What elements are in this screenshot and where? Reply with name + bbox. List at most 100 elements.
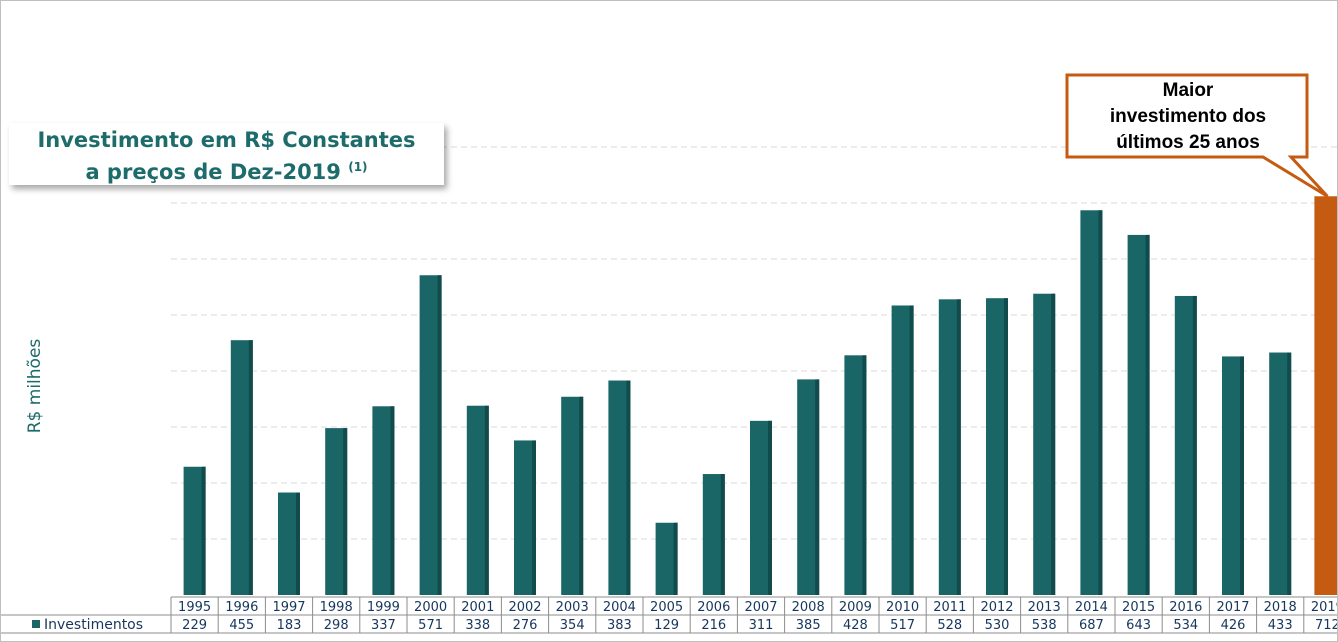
- x-tick-label: 2018: [1264, 600, 1297, 615]
- data-label: 311: [749, 618, 774, 633]
- bar-shade-2018: [1287, 352, 1292, 595]
- data-label: 276: [513, 618, 538, 633]
- bar-2006: [702, 474, 725, 595]
- bar-shade-2014: [1098, 210, 1103, 595]
- data-label: 383: [607, 618, 632, 633]
- callout-line-2: investimento dos: [1109, 106, 1267, 127]
- x-tick-label: 2017: [1216, 600, 1249, 615]
- bar-2009: [844, 355, 867, 595]
- bar-2001: [466, 405, 489, 595]
- x-tick-label: 2014: [1075, 600, 1108, 615]
- bar-2013: [1033, 293, 1056, 595]
- data-label: 354: [560, 618, 585, 633]
- bar-shade-2007: [768, 420, 772, 595]
- x-tick-label: 2010: [886, 600, 919, 615]
- bar-2014: [1080, 210, 1103, 595]
- legend-series-name: Investimentos: [44, 617, 143, 633]
- bar-shade-2001: [484, 405, 489, 595]
- x-tick-label: 2019: [1311, 600, 1337, 615]
- callout-line-3: últimos 25 anos: [1116, 132, 1260, 153]
- data-label: 517: [890, 618, 915, 633]
- x-tick-label: 1999: [367, 600, 400, 615]
- bar-2011: [938, 299, 961, 595]
- bar-2012: [986, 298, 1008, 595]
- x-tick-label: 2005: [650, 600, 683, 615]
- legend-key: [32, 620, 40, 628]
- bar-2015: [1127, 234, 1150, 596]
- bar-shade-2006: [720, 474, 725, 595]
- bar-shade-1996: [248, 340, 253, 595]
- x-tick-label: 2012: [980, 600, 1013, 615]
- bar-2002: [514, 440, 536, 595]
- x-tick-label: 1995: [178, 600, 211, 615]
- bar-shade-2002: [532, 440, 536, 595]
- data-label: 538: [1032, 618, 1057, 633]
- data-label: 712: [1315, 618, 1337, 633]
- bar-shade-2010: [909, 305, 914, 595]
- x-tick-label: 2003: [556, 600, 589, 615]
- x-tick-label: 2013: [1028, 600, 1061, 615]
- data-label: 337: [371, 618, 396, 633]
- bar-shade-2012: [1004, 298, 1008, 595]
- x-tick-label: 2015: [1122, 600, 1155, 615]
- bar-shade-2016: [1192, 295, 1197, 595]
- bar-shade-2005: [673, 522, 678, 595]
- bar-1997: [278, 492, 300, 595]
- x-tick-label: 2000: [414, 600, 447, 615]
- bar-shade-2013: [1051, 293, 1056, 595]
- bars: [183, 196, 1337, 596]
- bar-shade-1995: [201, 466, 206, 595]
- bar-2000: [419, 275, 442, 595]
- y-axis-label: R$ milhões: [25, 338, 45, 434]
- x-tick-label: 1997: [272, 600, 305, 615]
- bar-1995: [183, 466, 206, 595]
- data-label: 426: [1221, 618, 1246, 633]
- callout: [1065, 73, 1329, 198]
- data-label: 338: [465, 618, 490, 633]
- data-label: 216: [701, 618, 726, 633]
- bar-2004: [608, 380, 631, 595]
- chart-title-line-1: Investimento em R$ Constantes: [37, 128, 416, 152]
- x-tick-label: 2002: [508, 600, 541, 615]
- data-label: 428: [843, 618, 868, 633]
- bar-shade-2004: [626, 380, 631, 595]
- bar-2019: [1314, 196, 1337, 595]
- callout-line-1: Maior: [1162, 80, 1214, 101]
- bar-shade-2017: [1240, 356, 1244, 595]
- bar-1998: [325, 428, 348, 595]
- x-tick-label: 2008: [792, 600, 825, 615]
- x-tick-label: 2016: [1169, 600, 1202, 615]
- chart-title-line-2-text: a preços de Dez-2019: [85, 160, 341, 184]
- bar-shade-2008: [815, 379, 820, 595]
- x-tick-label: 2011: [933, 600, 966, 615]
- data-label: 433: [1268, 618, 1293, 633]
- x-tick-label: 1996: [225, 600, 258, 615]
- data-label: 528: [937, 618, 962, 633]
- data-table: Investimentos 1995 229 1996 455 1997 183 1998 29…: [1, 596, 1337, 634]
- bar-shade-2000: [437, 275, 442, 595]
- bar-1999: [372, 406, 395, 595]
- chart-title-line-2: a preços de Dez-2019 (1): [9, 154, 444, 186]
- bar-2018: [1269, 352, 1292, 595]
- bar-shade-1997: [296, 492, 300, 595]
- bar-shade-1999: [390, 406, 395, 595]
- bar-2016: [1174, 295, 1197, 595]
- data-label: 687: [1079, 618, 1104, 633]
- x-tick-label: 2007: [744, 600, 777, 615]
- bar-shade-2011: [956, 299, 961, 595]
- data-label: 571: [418, 618, 443, 633]
- chart-title: Investimento em R$ Constantes a preços d…: [9, 123, 444, 185]
- data-label: 643: [1126, 618, 1151, 633]
- x-tick-label: 2001: [461, 600, 494, 615]
- data-label: 534: [1173, 618, 1198, 633]
- bar-2008: [797, 379, 820, 595]
- data-label: 129: [654, 618, 679, 633]
- x-tick-label: 2009: [839, 600, 872, 615]
- x-tick-label: 1998: [320, 600, 353, 615]
- bar-shade-2009: [862, 355, 867, 595]
- data-label: 530: [985, 618, 1010, 633]
- x-tick-label: 2004: [603, 600, 636, 615]
- bar-2007: [750, 420, 772, 595]
